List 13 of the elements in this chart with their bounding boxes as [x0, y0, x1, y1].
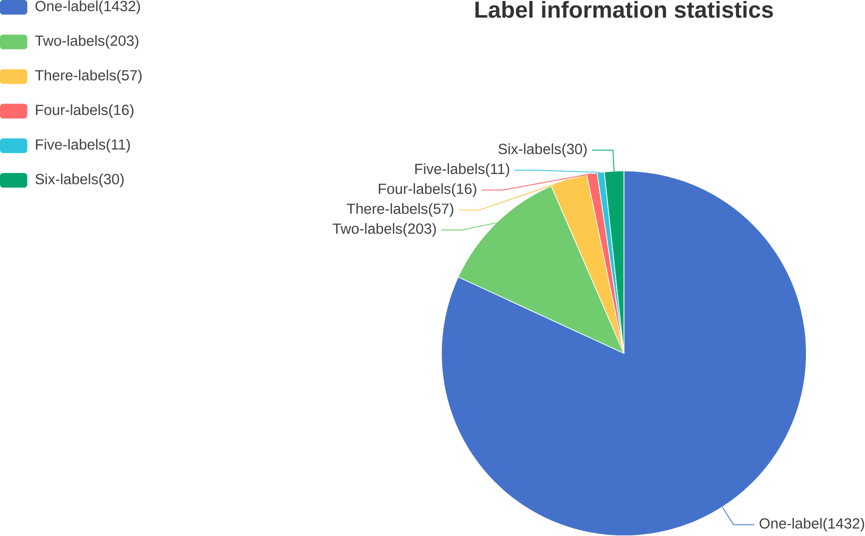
- chart-title: Label information statistics: [475, 0, 773, 18]
- legend-label: Six-labels(30): [35, 173, 124, 188]
- legend-label: Five-labels(11): [36, 138, 130, 152]
- legend-label: There-labels(57): [35, 70, 142, 84]
- slice-label: There-labels(57): [346, 203, 454, 217]
- slice-label: Two-labels(203): [332, 222, 436, 237]
- slice-label: One-label(1432): [760, 518, 864, 532]
- slice-label: Four-labels(16): [378, 183, 476, 197]
- slice-label: Six-labels(30): [498, 143, 587, 157]
- legend-label: One-label(1432): [36, 0, 140, 14]
- legend-label: Two-labels(203): [35, 35, 138, 49]
- legend-label: Four-labels(16): [36, 104, 134, 118]
- slice-label: Five-labels(11): [415, 163, 510, 177]
